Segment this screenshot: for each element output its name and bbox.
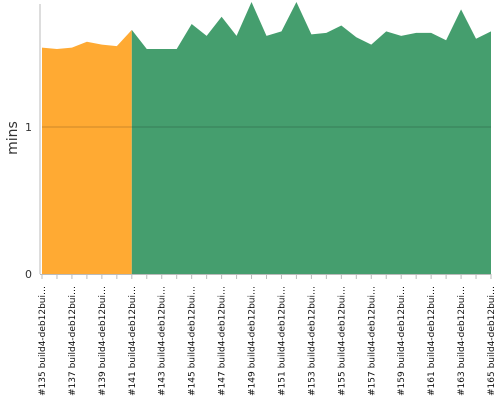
x-tick-label: #141 build4-deb12bui…: [128, 286, 138, 396]
x-tick-label: #149 build4-deb12bui…: [248, 286, 258, 396]
x-axis-ticks: #135 build4-deb12bui… #137 build4-deb12bu…: [38, 274, 497, 396]
x-tick-label: #145 build4-deb12bui…: [188, 286, 198, 396]
x-tick-label: #147 build4-deb12bui…: [218, 286, 228, 396]
area-series: [42, 2, 492, 274]
y-axis-ticks: 01: [25, 121, 32, 281]
x-tick-label: #163 build4-deb12bui…: [457, 286, 467, 396]
x-tick-label: #159 build4-deb12bui…: [397, 286, 407, 396]
x-tick-label: #139 build4-deb12bui…: [98, 286, 108, 396]
area-segment-2: [131, 2, 492, 274]
x-tick-label: #165 build4-deb12bui…: [487, 286, 497, 396]
y-tick-label: 0: [25, 268, 32, 281]
x-tick-label: #137 build4-deb12bui…: [68, 286, 78, 396]
x-tick-label: #135 build4-deb12bui…: [38, 286, 48, 396]
area-segment-1: [42, 29, 132, 274]
y-axis-title: mins: [5, 121, 21, 155]
x-tick-label: #155 build4-deb12bui…: [337, 286, 347, 396]
x-tick-label: #151 build4-deb12bui…: [277, 286, 287, 396]
y-tick-label: 1: [25, 121, 32, 134]
x-tick-label: #161 build4-deb12bui…: [427, 286, 437, 396]
x-tick-label: #143 build4-deb12bui…: [158, 286, 168, 396]
x-tick-label: #153 build4-deb12bui…: [307, 286, 317, 396]
x-tick-label: #157 build4-deb12bui…: [367, 286, 377, 396]
